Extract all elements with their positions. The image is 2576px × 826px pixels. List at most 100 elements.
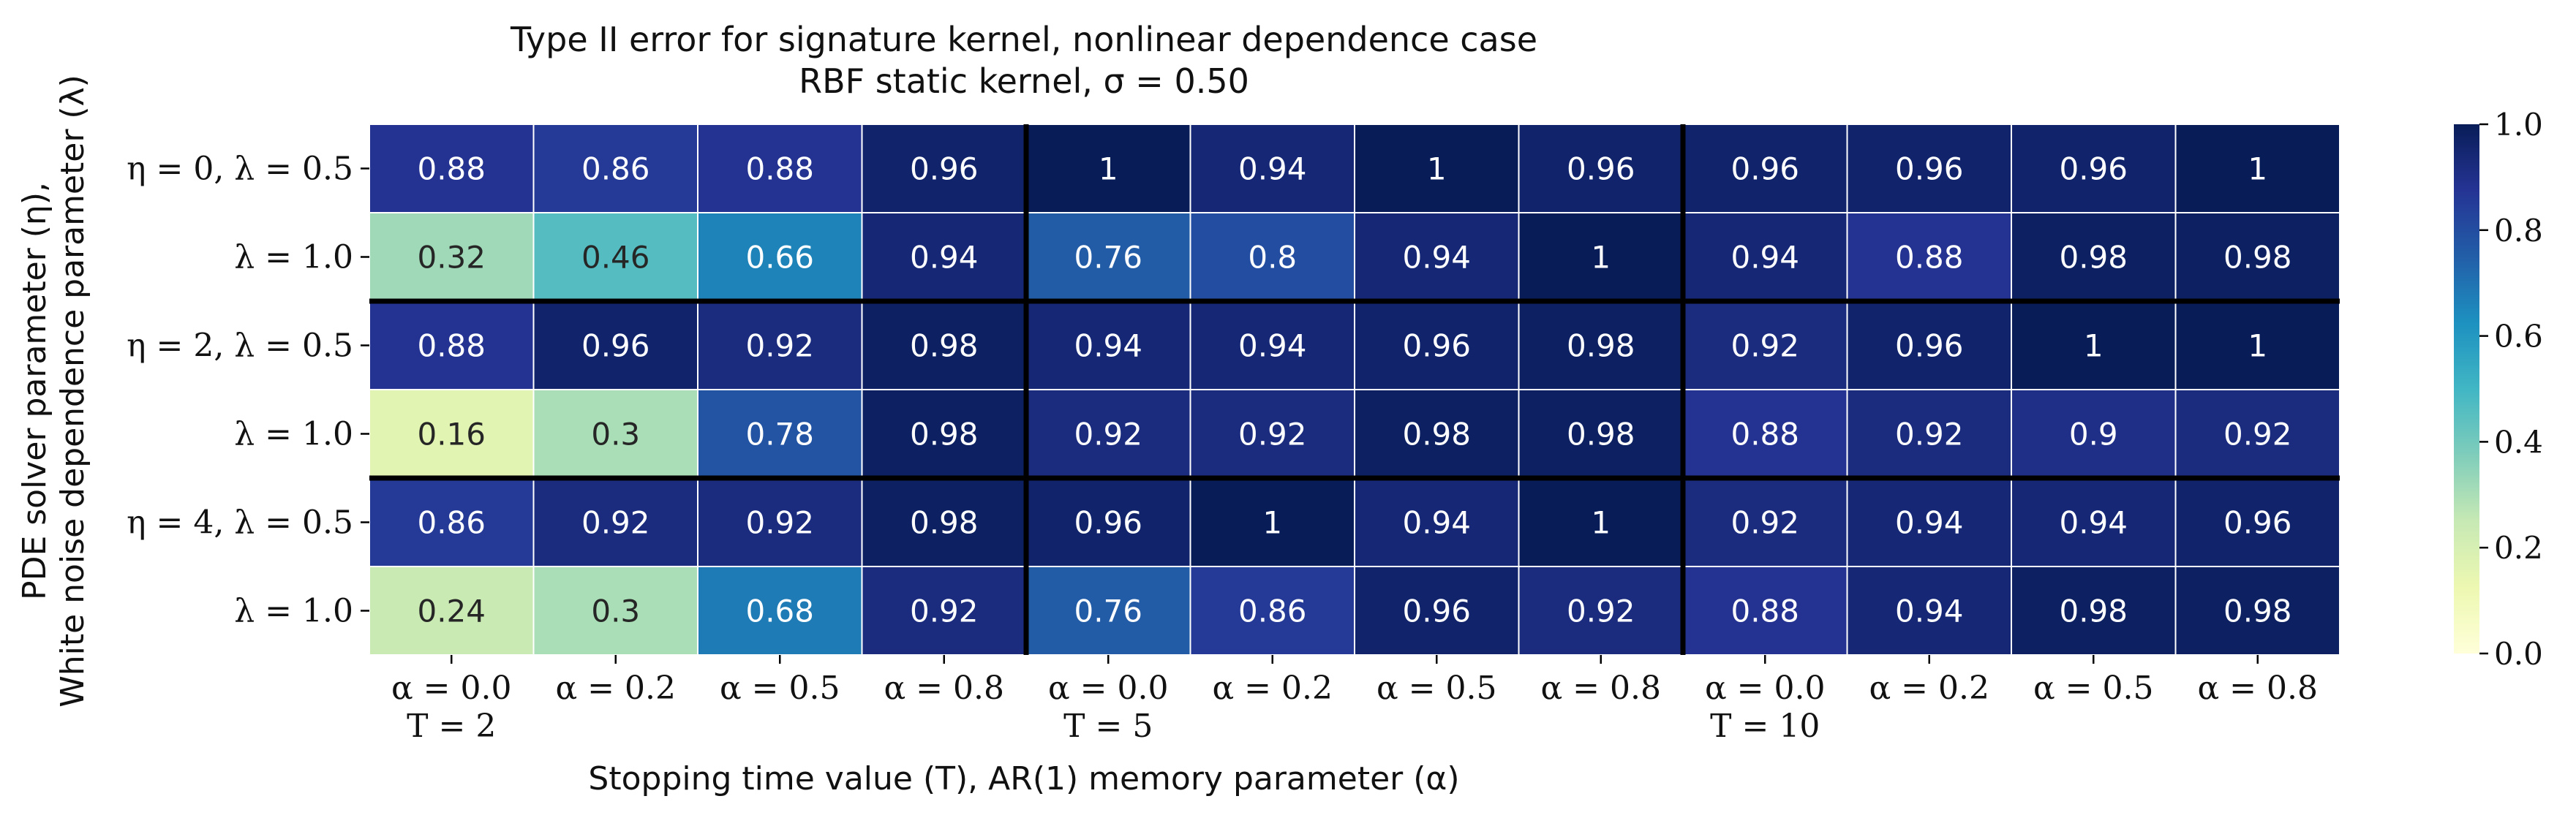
cell-value-label: 0.94 (1074, 328, 1142, 364)
cell-value-label: 0.96 (1730, 151, 1799, 187)
cell-value-label: 0.98 (910, 505, 979, 541)
cell-value-label: 0.92 (1730, 505, 1799, 541)
heatmap-cell (369, 566, 535, 656)
cell-value-label: 1 (2084, 328, 2104, 364)
heatmap-cell (532, 124, 698, 213)
x-tick-label: α = 0.8 (1540, 670, 1661, 707)
cell-value-label: 0.92 (910, 594, 979, 629)
cell-value-label: 0.32 (417, 240, 486, 276)
heatmap-cell (2174, 566, 2340, 656)
heatmap-cell (369, 124, 535, 213)
heatmap-cell (2011, 389, 2177, 479)
cell-value-label: 0.92 (1567, 594, 1635, 629)
cell-value-label: 0.98 (1567, 417, 1635, 452)
colorbar (2454, 124, 2479, 653)
cell-value-label: 0.76 (1074, 594, 1142, 629)
heatmap-cell (1189, 389, 1355, 479)
cell-value-label: 0.98 (2223, 594, 2292, 629)
chart-subtitle: RBF static kernel, σ = 0.50 (799, 61, 1249, 101)
heatmap-cell (2174, 300, 2340, 390)
cell-value-label: 0.86 (581, 151, 650, 187)
cell-value-label: 0.92 (2223, 417, 2292, 452)
heatmap-cell (1354, 212, 1520, 302)
heatmap-cell (1518, 124, 1684, 213)
cell-value-label: 0.92 (745, 328, 814, 364)
heatmap-cell (1846, 389, 2012, 479)
colorbar-tick-label: 0.2 (2494, 530, 2543, 566)
cell-value-label: 0.92 (1238, 417, 1307, 452)
x-tick-label: α = 0.0 (1048, 670, 1169, 707)
cell-value-label: 1 (1591, 505, 1611, 541)
cell-value-label: 0.92 (1730, 328, 1799, 364)
heatmap-cell (1189, 212, 1355, 302)
heatmap-cell-labels: 0.88 0.86 0.88 0.96 1 0.94 1 0.96 0.96 0.96 0.96 1 0… (417, 151, 2291, 629)
cell-value-label: 0.96 (910, 151, 979, 187)
heatmap-cell (2174, 212, 2340, 302)
heatmap-cell (861, 300, 1027, 390)
x-group-label: T = 5 (1063, 708, 1153, 745)
cell-value-label: 0.94 (1238, 151, 1307, 187)
cell-value-label: 0.94 (1895, 505, 1964, 541)
cell-value-label: 0.94 (1730, 240, 1799, 276)
y-tick-label: η = 4, λ = 0.5 (127, 504, 353, 542)
colorbar-tick-label: 0.4 (2494, 424, 2543, 460)
cell-value-label: 0.88 (417, 151, 486, 187)
y-tick-label: λ = 1.0 (234, 593, 353, 630)
cell-value-label: 0.96 (2059, 151, 2128, 187)
cell-value-label: 1 (2248, 328, 2267, 364)
cell-value-label: 0.8 (1248, 240, 1297, 276)
cell-value-label: 0.92 (1895, 417, 1964, 452)
heatmap-cell (1189, 477, 1355, 567)
heatmap-cell (861, 124, 1027, 213)
heatmap-cell (2011, 300, 2177, 390)
y-tick-label: λ = 1.0 (234, 239, 353, 276)
heatmap-cell (861, 212, 1027, 302)
cell-value-label: 0.98 (2059, 594, 2128, 629)
cell-value-label: 0.98 (1402, 417, 1471, 452)
heatmap-cell (1354, 389, 1520, 479)
heatmap-cell (369, 477, 535, 567)
cell-value-label: 1 (1427, 151, 1447, 187)
x-tick-label: α = 0.2 (1869, 670, 1989, 707)
cell-value-label: 0.76 (1074, 240, 1142, 276)
y-tick-label: η = 2, λ = 0.5 (127, 327, 353, 365)
y-tick-label: η = 0, λ = 0.5 (127, 151, 353, 188)
cell-value-label: 0.96 (1567, 151, 1635, 187)
cell-value-label: 0.96 (1074, 505, 1142, 541)
x-tick-label: α = 0.5 (1376, 670, 1497, 707)
cell-value-label: 1 (1099, 151, 1118, 187)
heatmap-cell (2011, 477, 2177, 567)
heatmap-cell (2011, 212, 2177, 302)
colorbar-tick-label: 1.0 (2494, 107, 2543, 143)
y-tick-label: λ = 1.0 (234, 416, 353, 453)
heatmap-cell (1518, 566, 1684, 656)
cell-value-label: 0.88 (1895, 240, 1964, 276)
heatmap-cell (369, 389, 535, 479)
cell-value-label: 0.92 (1074, 417, 1142, 452)
heatmap-cell (532, 212, 698, 302)
cell-value-label: 0.88 (417, 328, 486, 364)
group-separators (369, 124, 2340, 655)
colorbar-tick-label: 0.0 (2494, 636, 2543, 672)
cell-value-label: 0.3 (591, 417, 640, 452)
cell-value-label: 0.68 (745, 594, 814, 629)
heatmap-cell (1354, 477, 1520, 567)
cell-value-label: 0.98 (2059, 240, 2128, 276)
heatmap-cell (1846, 212, 2012, 302)
cell-value-label: 0.96 (1402, 328, 1471, 364)
heatmap-cell (2174, 389, 2340, 479)
heatmap-cell (1518, 212, 1684, 302)
x-tick-label: α = 0.8 (2197, 670, 2318, 707)
heatmap-cell (532, 477, 698, 567)
colorbar-tick-label: 0.8 (2494, 213, 2543, 249)
cell-value-label: 0.86 (1238, 594, 1307, 629)
cell-value-label: 0.88 (745, 151, 814, 187)
x-tick-label: α = 0.5 (720, 670, 840, 707)
heatmap-cell (1846, 124, 2012, 213)
y-axis-label-line2: White noise dependence parameter (λ) (54, 75, 91, 708)
heatmap-cell (369, 300, 535, 390)
cell-value-label: 0.94 (1402, 240, 1471, 276)
heatmap-cell (697, 124, 863, 213)
heatmap-cell (1682, 212, 1848, 302)
cell-value-label: 0.96 (1895, 328, 1964, 364)
